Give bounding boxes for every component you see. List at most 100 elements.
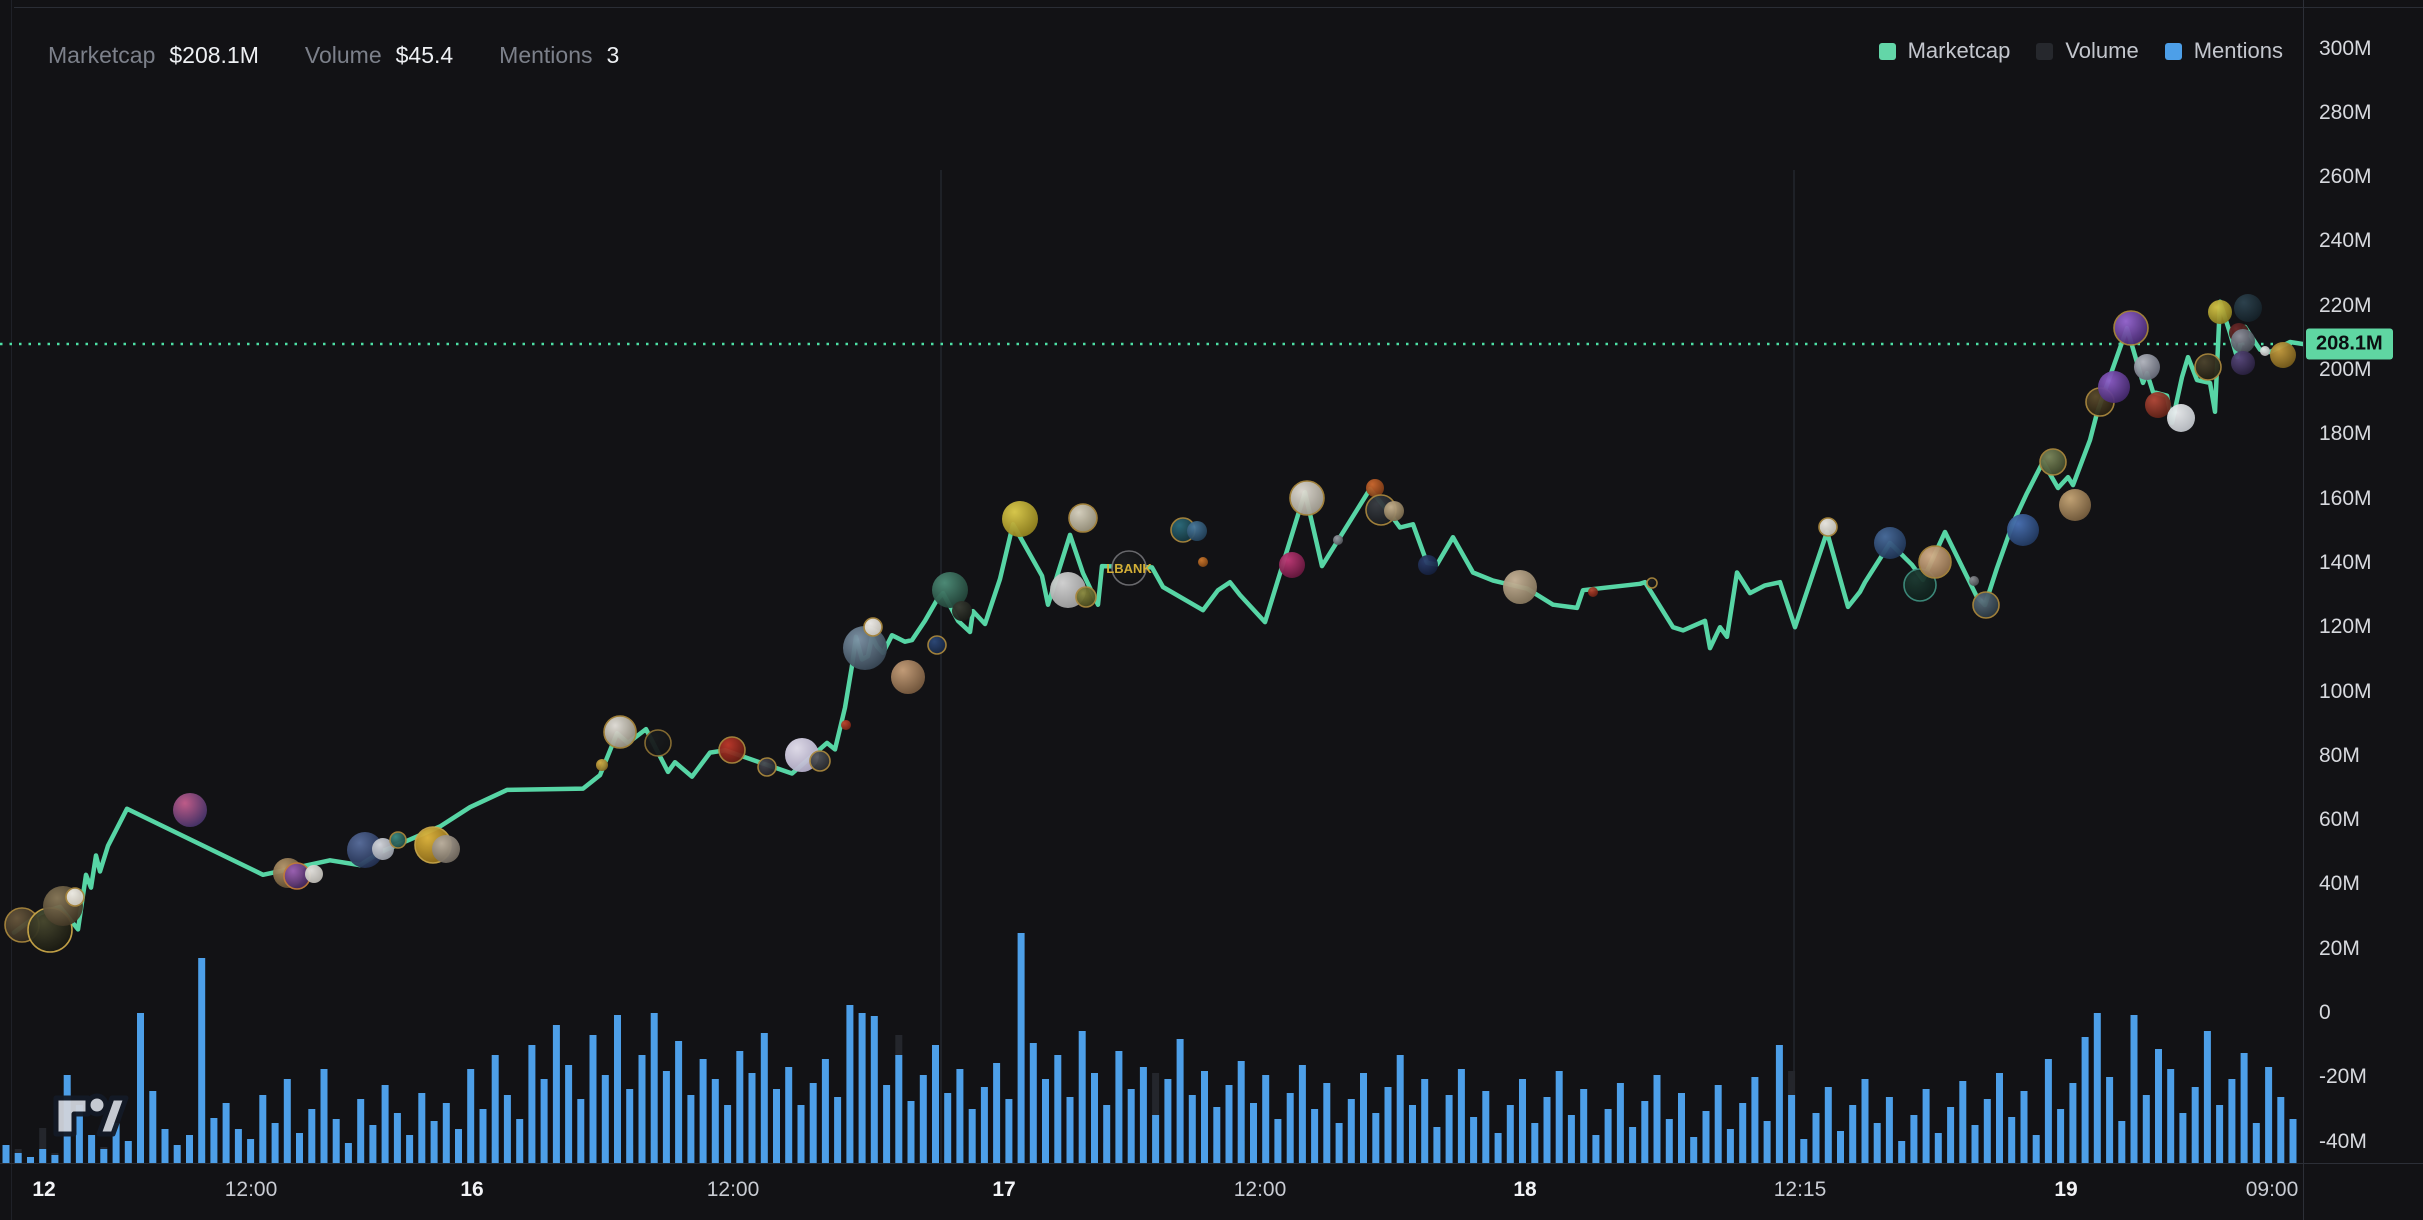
mention-avatar[interactable] (2194, 353, 2222, 381)
mention-bar (675, 1041, 683, 1163)
tradingview-logo[interactable] (52, 1090, 130, 1142)
mention-avatar[interactable] (891, 660, 925, 694)
mention-avatar[interactable] (2231, 351, 2255, 375)
x-axis-tick: 12:15 (1773, 1178, 1827, 1201)
mention-avatar[interactable] (1333, 535, 1343, 545)
mention-bar (2228, 1079, 2236, 1163)
mention-avatar[interactable] (1289, 480, 1325, 516)
mention-avatar[interactable] (65, 887, 85, 907)
mention-avatar[interactable] (1972, 591, 2000, 619)
mention-avatar[interactable] (1198, 557, 1208, 567)
mention-bar (907, 1101, 915, 1163)
mention-avatar[interactable] (2270, 342, 2296, 368)
mention-avatar[interactable] (305, 865, 323, 883)
y-axis-tick: 240M (2319, 229, 2372, 253)
mention-bar (1922, 1089, 1930, 1163)
mention-avatar[interactable] (596, 759, 608, 771)
mention-avatar[interactable] (2167, 404, 2195, 432)
mention-bar (1690, 1137, 1698, 1163)
mention-avatar[interactable] (2059, 489, 2091, 521)
mention-avatar[interactable] (1588, 587, 1598, 597)
mention-avatar[interactable] (757, 757, 777, 777)
mention-avatar[interactable] (603, 715, 637, 749)
mention-bar (2057, 1109, 2065, 1163)
marketcap-stat[interactable]: Marketcap $208.1M (48, 42, 259, 69)
mention-avatar[interactable] (1075, 586, 1097, 608)
mention-avatar[interactable] (1187, 521, 1207, 541)
mention-avatar[interactable] (843, 626, 887, 670)
mention-avatar[interactable] (2007, 514, 2039, 546)
mention-avatar[interactable] (2039, 448, 2067, 476)
price-axis[interactable]: 300M 280M 260M 240M 220M 200M 180M 160M 140M 120M… (2303, 0, 2423, 1163)
mention-bar (2, 1145, 10, 1163)
legend-item-mentions[interactable]: Mentions (2164, 38, 2283, 64)
legend-mentions-label: Mentions (2193, 38, 2283, 63)
mention-bar (687, 1095, 695, 1163)
mention-avatar[interactable] (1068, 503, 1098, 533)
mention-bar (650, 1013, 658, 1163)
mention-bar (516, 1119, 524, 1163)
mention-bar (1470, 1117, 1478, 1163)
time-axis[interactable]: 12 12:00 16 12:00 17 12:00 18 12:15 19 09:00 (0, 1163, 2303, 1220)
price-chart-canvas[interactable]: LBANK (0, 0, 2303, 1163)
mentions-stat[interactable]: Mentions 3 (499, 42, 619, 69)
mention-avatar[interactable] (927, 635, 947, 655)
mention-avatar[interactable] (432, 835, 460, 863)
mention-avatar[interactable] (1366, 479, 1384, 497)
mention-avatar[interactable] (389, 831, 407, 849)
mention-bar (870, 1016, 878, 1163)
mention-avatar[interactable] (1646, 577, 1658, 589)
y-axis-tick: 80M (2319, 743, 2360, 767)
mention-avatar[interactable] (1418, 555, 1438, 575)
mention-bar (1274, 1119, 1282, 1163)
y-axis-tick: 100M (2319, 679, 2372, 703)
mention-avatar[interactable] (863, 617, 883, 637)
mention-avatar[interactable] (1918, 545, 1952, 579)
mention-bar (724, 1105, 732, 1163)
x-axis-tick: 12:00 (224, 1178, 278, 1201)
mention-avatar[interactable] (1969, 576, 1979, 586)
mention-bar (736, 1051, 744, 1163)
mention-avatar[interactable] (2234, 294, 2262, 322)
mention-avatar[interactable] (1503, 570, 1537, 604)
mention-avatar[interactable] (372, 838, 394, 860)
mention-bar (112, 1123, 120, 1163)
mention-bar (137, 1013, 144, 1163)
mention-avatar[interactable] (952, 601, 972, 621)
mention-avatar[interactable] (2145, 392, 2171, 418)
mention-bar (406, 1135, 414, 1163)
legend-item-volume[interactable]: Volume (2036, 38, 2139, 64)
mention-avatar[interactable] (347, 832, 383, 868)
mention-bar (1849, 1105, 1857, 1163)
mention-avatar[interactable] (2208, 300, 2232, 324)
mention-avatar[interactable] (2231, 329, 2255, 353)
mention-avatar[interactable] (841, 720, 851, 730)
mention-avatar[interactable] (1002, 501, 1038, 537)
mention-avatar[interactable] (1384, 501, 1404, 521)
legend-item-marketcap[interactable]: Marketcap (1878, 38, 2010, 64)
mention-avatar[interactable] (809, 750, 831, 772)
mention-avatar[interactable] (1279, 552, 1305, 578)
mention-avatar[interactable] (2260, 346, 2270, 356)
mention-bar (357, 1099, 365, 1163)
mention-bar (2240, 1053, 2248, 1163)
mention-bar (320, 1069, 328, 1163)
mention-bar (1775, 1045, 1783, 1163)
mention-avatar[interactable] (718, 736, 746, 764)
mention-bar (944, 1093, 952, 1163)
volume-stat[interactable]: Volume $45.4 (305, 42, 453, 69)
mention-avatar[interactable] (2098, 371, 2130, 403)
mention-bar (601, 1075, 609, 1163)
mention-avatar[interactable] (1818, 517, 1838, 537)
mention-bar (369, 1125, 377, 1163)
mention-bar (1555, 1071, 1563, 1163)
mention-avatar[interactable] (932, 572, 968, 608)
mention-avatar[interactable] (2113, 310, 2149, 346)
mention-avatar[interactable] (2134, 354, 2160, 380)
mention-bar (2216, 1105, 2224, 1163)
mention-avatar[interactable] (644, 729, 672, 757)
mention-avatar[interactable] (173, 793, 207, 827)
mention-avatar[interactable] (1111, 550, 1147, 586)
mention-avatar[interactable] (1874, 527, 1906, 559)
mention-bar (1237, 1061, 1245, 1163)
